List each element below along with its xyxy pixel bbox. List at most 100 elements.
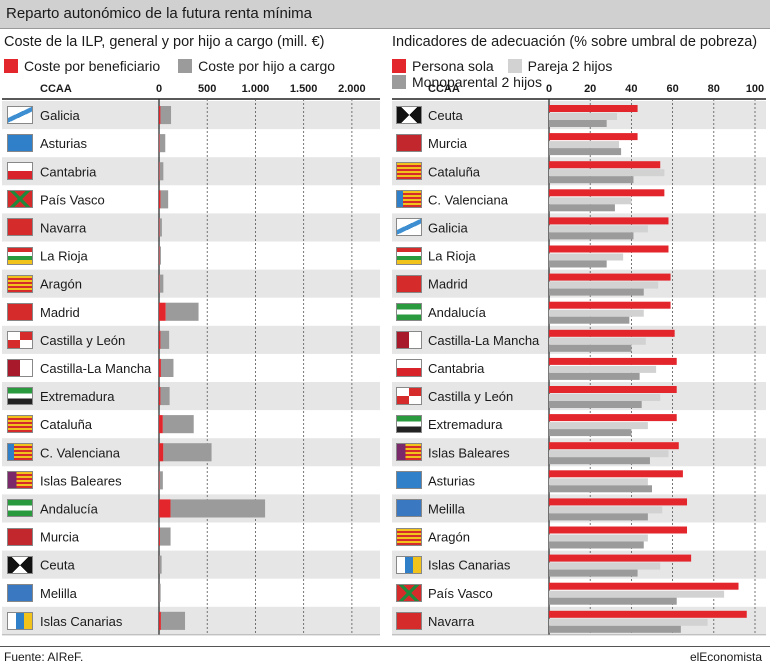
bar — [549, 442, 679, 450]
legend-swatch-red — [4, 59, 18, 73]
bar — [549, 288, 644, 296]
bar — [549, 337, 646, 345]
bar — [549, 141, 620, 149]
category-label: Madrid — [40, 305, 80, 320]
cantabria-flag — [396, 358, 422, 377]
brand-logo: elEconomista — [689, 650, 762, 664]
category-label: Aragón — [428, 530, 470, 545]
bar — [549, 597, 677, 605]
bar — [159, 527, 171, 546]
bar — [549, 372, 640, 380]
bar — [159, 583, 161, 602]
category-label: Cantabria — [428, 361, 485, 376]
bar — [549, 526, 688, 534]
bar — [549, 401, 642, 408]
category-label: Ceuta — [40, 558, 75, 573]
bar — [549, 217, 669, 225]
islas-canarias-flag — [396, 555, 422, 574]
legend-item-pareja: Pareja 2 hijos — [507, 58, 613, 74]
bar — [549, 225, 648, 233]
category-label: Melilla — [40, 586, 78, 601]
bar — [159, 611, 161, 630]
left-chart-title: Coste de la ILP, general y por hijo a ca… — [4, 34, 325, 50]
category-label: País Vasco — [40, 192, 105, 207]
galicia-flag — [396, 218, 422, 237]
category-label: Andalucía — [428, 305, 487, 320]
legend-label: Pareja 2 hijos — [527, 58, 613, 74]
bar — [549, 450, 669, 458]
legend-item-beneficiario: Coste por beneficiario — [4, 58, 160, 74]
andalucia-flag — [7, 499, 33, 518]
tick-label: 20 — [584, 83, 596, 95]
category-label: Castilla-La Mancha — [40, 361, 152, 376]
bar — [160, 190, 169, 209]
bar — [549, 161, 661, 169]
asturias-flag — [7, 134, 33, 153]
row-stripe — [2, 382, 380, 411]
galicia-flag — [7, 106, 33, 125]
bar — [549, 281, 659, 289]
category-label: C. Valenciana — [40, 445, 121, 460]
bar — [549, 534, 648, 542]
bar — [549, 590, 725, 598]
row-stripe — [2, 157, 380, 186]
pais-vasco-flag — [7, 190, 33, 209]
left-legend: Coste por beneficiario Coste por hijo a … — [4, 58, 349, 76]
cataluna-flag — [7, 415, 33, 434]
bar — [549, 189, 665, 197]
category-label: Navarra — [40, 220, 87, 235]
bar — [160, 358, 174, 377]
category-label: Castilla y León — [428, 389, 513, 404]
bar — [549, 478, 648, 486]
bar — [549, 197, 632, 205]
bar — [549, 105, 638, 112]
bar — [549, 618, 708, 626]
castilla-la-mancha-flag — [7, 358, 33, 377]
category-label: La Rioja — [428, 249, 476, 264]
bar — [170, 499, 266, 518]
la-rioja-flag — [7, 246, 33, 265]
legend-label: Coste por beneficiario — [24, 58, 161, 74]
bar — [549, 386, 677, 393]
bar — [159, 330, 161, 349]
navarra-flag — [7, 218, 33, 237]
legend-item-monoparental: Monoparental 2 hijos — [392, 74, 542, 90]
bar — [159, 499, 171, 518]
islas-baleares-flag — [7, 471, 33, 490]
footer-divider — [0, 646, 770, 647]
bar — [549, 204, 615, 212]
tick-label: 60 — [666, 83, 678, 95]
bar — [549, 562, 661, 570]
legend-label: Persona sola — [412, 58, 494, 74]
ceuta-flag — [7, 555, 33, 574]
legend-item-hijo: Coste por hijo a cargo — [178, 58, 335, 74]
tick-label: 500 — [198, 83, 216, 95]
bar — [159, 358, 161, 377]
tick-label: 0 — [546, 83, 552, 95]
category-header: CCAA — [40, 83, 72, 95]
bar — [549, 253, 624, 261]
category-label: Asturias — [428, 473, 475, 488]
bar — [160, 611, 186, 630]
category-label: Navarra — [428, 614, 475, 629]
bar — [549, 316, 630, 324]
category-label: Murcia — [40, 530, 80, 545]
row-stripe — [2, 606, 380, 635]
bar — [160, 330, 170, 349]
tick-label: 0 — [156, 83, 162, 95]
category-label: Cataluña — [428, 164, 481, 179]
bar — [549, 344, 632, 352]
legend-label: Monoparental 2 hijos — [412, 74, 542, 90]
bar — [549, 541, 644, 549]
legend-swatch-light — [507, 59, 522, 73]
category-label: Ceuta — [428, 108, 463, 123]
bar — [159, 302, 166, 321]
category-label: Cantabria — [40, 164, 97, 179]
castilla-y-leon-flag — [396, 387, 422, 406]
bar — [159, 190, 161, 209]
source-note: Fuente: AIReF. — [4, 650, 84, 664]
bar — [549, 260, 607, 268]
bar — [159, 162, 164, 181]
bar — [549, 625, 681, 633]
bar — [549, 569, 638, 577]
